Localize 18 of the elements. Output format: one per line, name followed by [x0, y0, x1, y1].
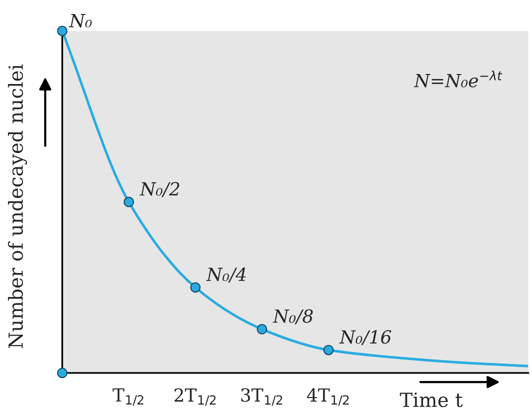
- x-tick-label: 4T$_{1/2}$: [306, 388, 349, 406]
- annotation: N₀/4: [206, 268, 246, 283]
- y-axis-title: Number of undecayed nuclei: [8, 64, 28, 348]
- x-axis-title: Time t: [400, 392, 463, 408]
- point: [323, 344, 334, 356]
- point: [57, 368, 68, 378]
- annotation: N₀/16: [339, 330, 392, 346]
- point: [57, 26, 68, 36]
- annotation: N₀/2: [140, 182, 180, 198]
- x-tick-label: 2T$_{1/2}$: [174, 388, 216, 406]
- point: [124, 196, 134, 208]
- point: [190, 282, 201, 293]
- point: [256, 324, 268, 334]
- x-tick-label: T$_{1/2}$: [112, 388, 144, 406]
- x-tick-label: 3T$_{1/2}$: [241, 388, 282, 406]
- annotation: N₀/8: [272, 309, 313, 324]
- text: N₀: [68, 14, 92, 28]
- annotation: N=N₀e$^{−λt}$: [414, 70, 502, 88]
